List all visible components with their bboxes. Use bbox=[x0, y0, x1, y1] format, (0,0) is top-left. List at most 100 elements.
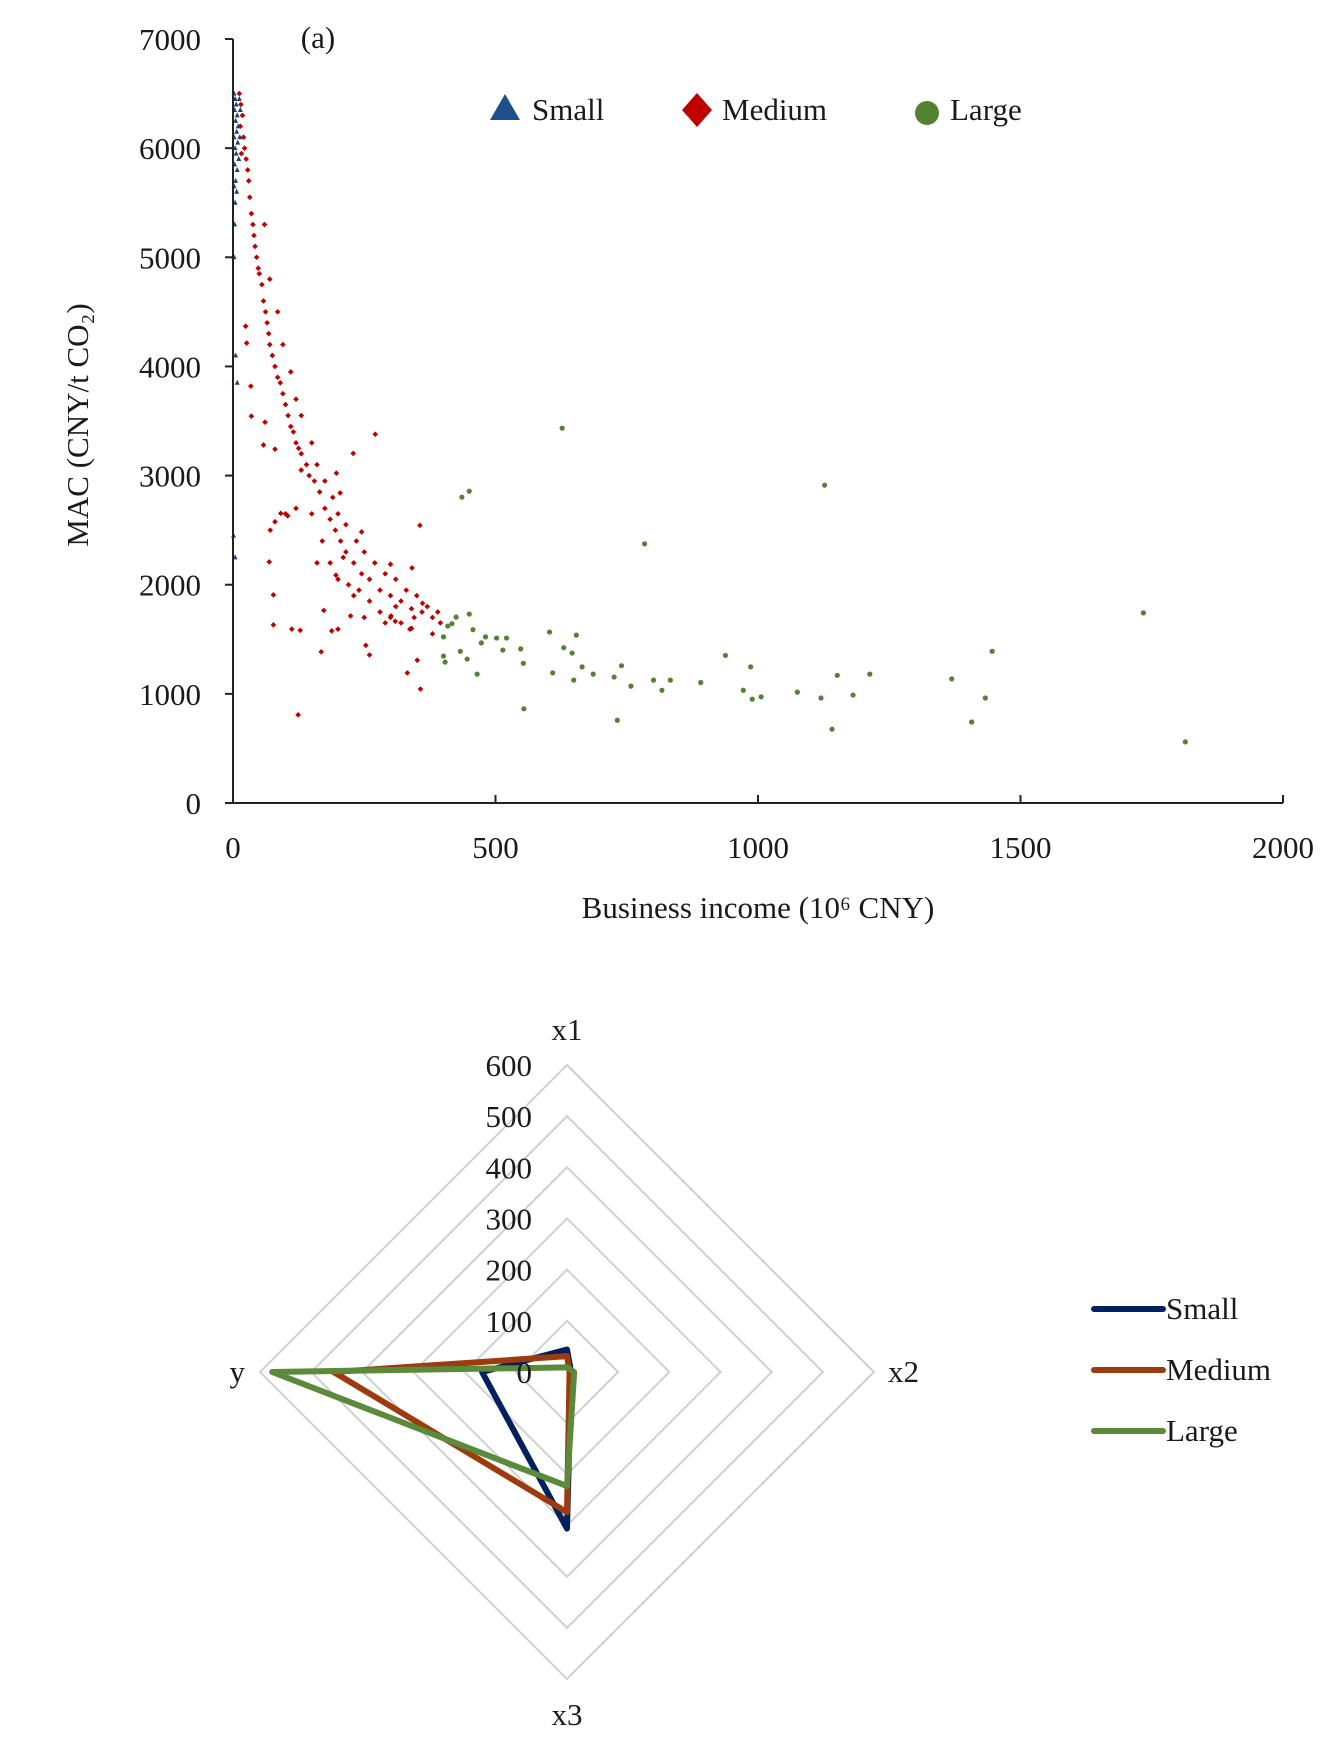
data-point-large bbox=[442, 659, 448, 665]
data-point-medium bbox=[414, 657, 421, 664]
axis-label-y: y bbox=[230, 1354, 246, 1389]
x-tick-label: 1000 bbox=[727, 830, 789, 865]
data-point-medium bbox=[408, 605, 415, 612]
data-point-large bbox=[867, 671, 873, 677]
data-point-medium bbox=[246, 194, 253, 201]
data-point-medium bbox=[287, 423, 294, 430]
data-point-medium bbox=[277, 379, 284, 386]
data-point-medium bbox=[290, 429, 297, 435]
data-point-medium bbox=[293, 505, 299, 512]
data-point-medium bbox=[358, 570, 365, 577]
data-point-medium bbox=[409, 565, 415, 571]
data-point-medium bbox=[260, 298, 267, 304]
data-point-medium bbox=[350, 450, 357, 457]
data-point-medium bbox=[322, 478, 328, 484]
data-point-large bbox=[758, 694, 764, 700]
data-point-large bbox=[478, 640, 484, 646]
data-point-medium bbox=[303, 461, 310, 468]
y-axis-label: MAC (CNY/t CO₂) bbox=[60, 303, 95, 546]
data-point-large bbox=[503, 635, 510, 641]
data-point-large bbox=[818, 695, 824, 701]
axis-label-x3: x3 bbox=[552, 1697, 583, 1732]
data-point-medium bbox=[377, 587, 383, 593]
data-point-medium bbox=[282, 510, 289, 517]
data-point-medium bbox=[350, 560, 357, 566]
data-point-medium bbox=[293, 440, 299, 446]
data-point-medium bbox=[298, 412, 305, 419]
data-point-medium bbox=[238, 101, 244, 108]
data-point-medium bbox=[413, 592, 420, 599]
data-point-medium bbox=[366, 652, 373, 658]
radar-ring bbox=[258, 1063, 876, 1681]
data-point-medium bbox=[242, 323, 249, 330]
data-point-large bbox=[611, 674, 617, 680]
data-point-medium bbox=[261, 221, 268, 228]
data-point-medium bbox=[295, 445, 302, 452]
data-point-medium bbox=[403, 587, 410, 593]
radar-chart: 0 100 200 300 400 500 600 x1 x2 x3 y Small Med… bbox=[230, 1012, 1272, 1732]
data-point-medium bbox=[255, 265, 262, 272]
data-point-large bbox=[982, 695, 988, 701]
legend-item-medium: Medium bbox=[1091, 1352, 1271, 1387]
data-point-medium bbox=[398, 598, 404, 604]
data-point-large bbox=[470, 627, 476, 633]
radar-tick-label: 300 bbox=[486, 1202, 533, 1237]
data-point-medium bbox=[335, 510, 341, 517]
data-point-large bbox=[698, 679, 704, 686]
data-point-large bbox=[561, 645, 567, 651]
data-point-medium bbox=[241, 145, 248, 151]
data-point-medium bbox=[366, 598, 373, 604]
data-point-large bbox=[659, 687, 665, 693]
data-point-medium bbox=[408, 625, 415, 632]
data-point-small bbox=[236, 156, 242, 162]
y-tick-label: 0 bbox=[186, 786, 202, 821]
data-point-medium bbox=[340, 554, 347, 561]
data-point-medium bbox=[332, 527, 339, 533]
data-point-medium bbox=[318, 649, 325, 655]
data-point-medium bbox=[437, 620, 444, 626]
data-point-medium bbox=[350, 592, 357, 599]
data-point-medium bbox=[243, 156, 249, 162]
data-point-large bbox=[749, 696, 755, 702]
radar-gridlines bbox=[258, 1063, 876, 1681]
data-point-large bbox=[642, 541, 648, 547]
data-point-medium bbox=[248, 383, 254, 390]
radar-tick-label: 500 bbox=[486, 1099, 533, 1134]
data-point-medium bbox=[270, 592, 277, 598]
data-point-medium bbox=[287, 369, 294, 375]
y-tick-label: 1000 bbox=[139, 677, 201, 712]
data-point-medium bbox=[308, 510, 315, 517]
data-point-large bbox=[445, 623, 451, 629]
data-point-large bbox=[969, 719, 975, 725]
data-point-medium bbox=[243, 340, 250, 346]
data-point-medium bbox=[356, 587, 362, 593]
data-point-medium bbox=[417, 522, 423, 529]
radar-tick-label: 100 bbox=[486, 1304, 533, 1339]
data-point-medium bbox=[387, 592, 394, 599]
panel-label: (a) bbox=[301, 20, 335, 55]
data-point-medium bbox=[248, 210, 255, 217]
data-point-medium bbox=[280, 390, 286, 397]
data-point-small bbox=[234, 379, 240, 385]
data-point-medium bbox=[250, 221, 256, 228]
data-point-medium bbox=[328, 628, 335, 634]
data-point-small bbox=[235, 139, 241, 145]
data-point-small bbox=[233, 352, 239, 358]
radar-tick-label: 200 bbox=[486, 1253, 533, 1288]
data-point-large bbox=[579, 664, 585, 670]
legend-item-small: Small bbox=[490, 92, 604, 127]
data-point-medium bbox=[262, 309, 269, 315]
data-point-medium bbox=[398, 620, 404, 626]
diamond-marker-icon bbox=[682, 93, 712, 127]
data-point-medium bbox=[280, 341, 286, 348]
data-point-large bbox=[650, 677, 657, 683]
axis-label-x1: x1 bbox=[552, 1012, 583, 1047]
data-point-small bbox=[233, 117, 239, 123]
data-point-large bbox=[521, 706, 527, 712]
data-point-medium bbox=[298, 450, 305, 457]
data-point-large bbox=[453, 614, 459, 620]
data-point-medium bbox=[387, 561, 394, 568]
data-point-medium bbox=[411, 614, 417, 621]
data-point-large bbox=[459, 494, 465, 500]
y-tick-label: 5000 bbox=[139, 240, 201, 275]
